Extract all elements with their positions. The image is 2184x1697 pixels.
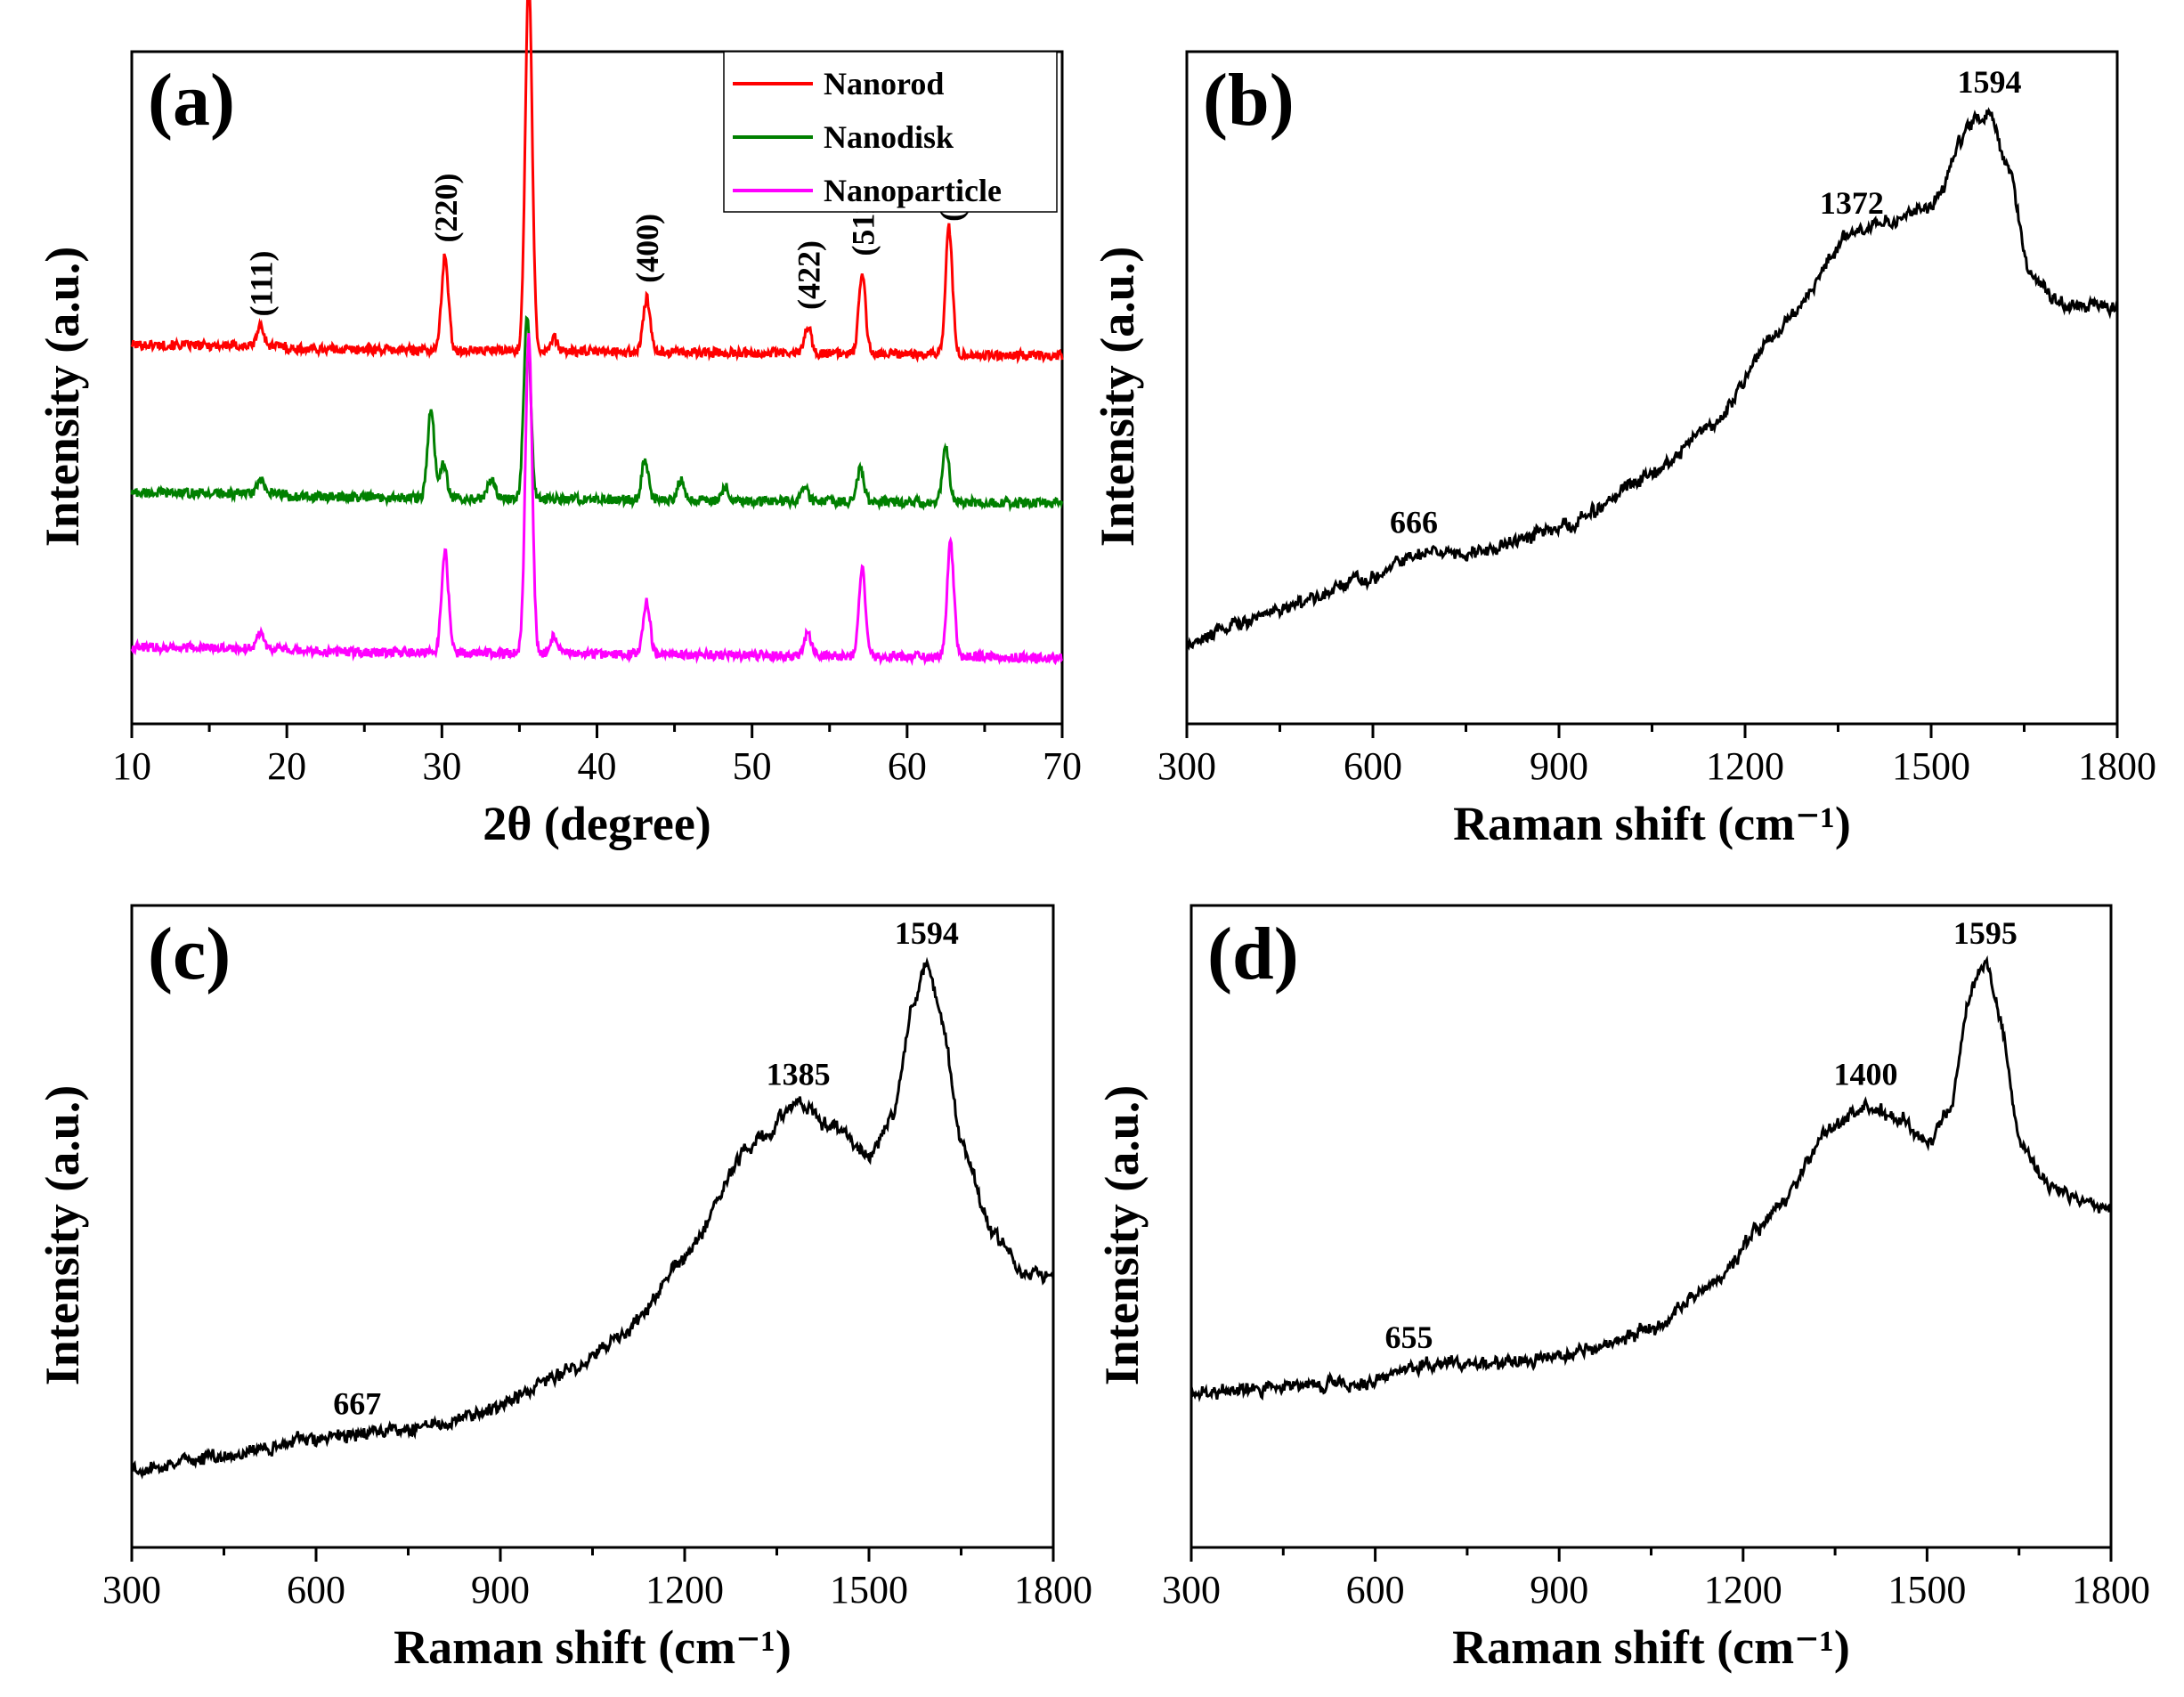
x-axis-title: Raman shift (cm⁻¹) — [1452, 1620, 1850, 1674]
x-tick-label: 50 — [733, 744, 772, 788]
peak-label: 1385 — [767, 1057, 831, 1092]
x-tick-label: 20 — [267, 744, 306, 788]
panel-a: 10 20 30 40 50 60 70 2θ (degree) Intensity (a.u.… — [36, 0, 1082, 850]
x-tick-label: 900 — [1530, 1568, 1588, 1612]
legend: Nanorod Nanodisk Nanoparticle — [723, 51, 1058, 213]
panel-d: 300 600 900 1200 1500 1800 Raman shift (cm⁻¹) I… — [1095, 904, 2150, 1674]
peak-label: (220) — [428, 174, 464, 243]
x-tick-label: 70 — [1043, 744, 1082, 788]
x-tick-label: 600 — [287, 1568, 345, 1612]
x-tick-label: 600 — [1346, 1568, 1405, 1612]
peak-label: 1372 — [1820, 185, 1884, 221]
x-tick-label: 1200 — [1704, 1568, 1782, 1612]
panel-label: (b) — [1203, 59, 1295, 142]
legend-label: Nanorod — [824, 66, 944, 101]
x-tick-label: 600 — [1344, 744, 1402, 788]
x-tick-label: 1200 — [645, 1568, 724, 1612]
peak-label: 1594 — [895, 915, 959, 951]
peak-label: (400) — [629, 214, 665, 283]
x-tick-label: 10 — [112, 744, 151, 788]
peak-label: 667 — [333, 1385, 381, 1421]
legend-box — [723, 51, 1058, 213]
series-nanorod-line — [130, 0, 1064, 365]
x-tick-label: 40 — [578, 744, 617, 788]
plot-frame — [1189, 904, 2113, 1549]
x-tick-label: 30 — [422, 744, 461, 788]
panel-label: (c) — [148, 913, 231, 995]
panel-label: (d) — [1207, 913, 1299, 995]
legend-label: Nanoparticle — [824, 173, 1002, 208]
x-axis-title: 2θ (degree) — [483, 797, 711, 850]
series-nanoparticle-line — [130, 333, 1064, 667]
panel-c: 300 600 900 1200 1500 1800 Raman shift (cm⁻¹) I… — [36, 904, 1092, 1674]
y-axis-title: Intensity (a.u.) — [36, 1085, 89, 1386]
peak-label: 1595 — [1953, 915, 2018, 951]
panel-label: (a) — [148, 59, 235, 142]
x-tick-label: 1200 — [1706, 744, 1784, 788]
y-axis-title: Intensity (a.u.) — [1095, 1085, 1149, 1386]
raman-spectrum-line — [1185, 107, 2119, 651]
peak-label: 655 — [1384, 1319, 1433, 1355]
peak-label: (111) — [244, 251, 280, 317]
x-axis-title: Raman shift (cm⁻¹) — [1453, 797, 1851, 850]
raman-spectrum-line — [1189, 954, 2112, 1403]
x-tick-label: 300 — [1162, 1568, 1221, 1612]
x-tick-label: 1500 — [830, 1568, 908, 1612]
x-tick-label: 60 — [888, 744, 927, 788]
peak-label: (422) — [791, 240, 826, 310]
peak-label: 666 — [1390, 504, 1438, 540]
panel-b: 300 600 900 1200 1500 1800 Raman shift (cm⁻¹) I… — [1091, 50, 2156, 850]
series-nanodisk-line — [130, 314, 1064, 513]
y-axis-title: Intensity (a.u.) — [36, 247, 89, 548]
x-tick-label: 1800 — [1014, 1568, 1092, 1612]
legend-label: Nanodisk — [824, 119, 954, 155]
raman-spectrum-line — [131, 956, 1055, 1480]
x-tick-label: 1500 — [1892, 744, 1970, 788]
y-axis-title: Intensity (a.u.) — [1091, 247, 1144, 548]
x-tick-label: 900 — [1530, 744, 1588, 788]
x-tick-label: 1800 — [2072, 1568, 2150, 1612]
plot-frame — [1185, 50, 2119, 726]
x-tick-label: 1500 — [1888, 1568, 1966, 1612]
x-tick-label: 300 — [1157, 744, 1216, 788]
peak-label: 1400 — [1834, 1057, 1898, 1092]
peak-label: 1594 — [1957, 64, 2021, 100]
x-tick-label: 1800 — [2078, 744, 2156, 788]
x-tick-label: 900 — [471, 1568, 530, 1612]
x-tick-label: 300 — [102, 1568, 161, 1612]
x-axis-title: Raman shift (cm⁻¹) — [394, 1620, 792, 1674]
